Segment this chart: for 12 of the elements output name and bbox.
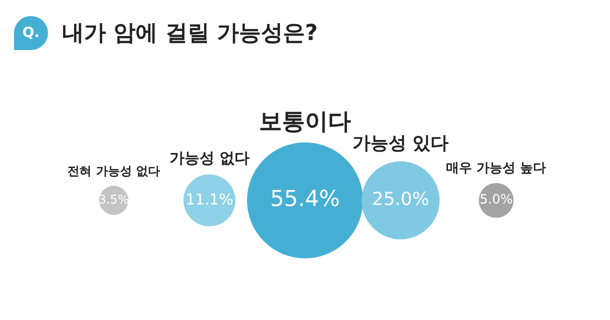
data-label: 25.0% (372, 189, 430, 210)
data-label: 55.4% (270, 187, 340, 212)
text: 내가 암에 걸릴 가능성은? (62, 20, 318, 48)
category-label: 보통이다 (259, 108, 351, 135)
category-label: 가능성 있다 (352, 133, 449, 154)
category-label: 전혀 가능성 없다 (68, 164, 160, 178)
data-label: 5.0% (480, 192, 513, 208)
category-label: 가능성 없다 (169, 148, 250, 167)
data-label: 11.1% (186, 190, 234, 208)
speech-bubble-icon: Q. (14, 16, 48, 50)
data-label: 3.5% (98, 192, 130, 206)
category-label: 매우 가능성 높다 (446, 160, 546, 176)
